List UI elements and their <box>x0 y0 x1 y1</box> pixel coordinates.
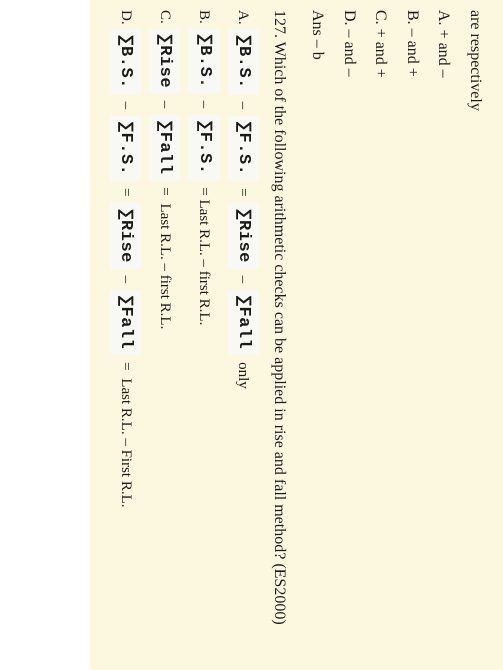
minus-sep: – <box>114 276 138 284</box>
equals-sep: = <box>231 188 255 196</box>
option-c-tail: Last R.L. – first R.L. <box>153 204 177 330</box>
option-c-label: C. <box>153 10 177 24</box>
previous-question-fragment: are respectively <box>462 10 488 650</box>
option-d-tail: Last R.L. – First R.L. <box>114 378 138 507</box>
equals-sep: = <box>114 188 138 196</box>
prev-option-d: D. – and – <box>336 10 362 650</box>
formula-sum-bs: ∑B.S. <box>188 29 219 95</box>
option-b: B. ∑B.S. – ∑F.S. = Last R.L. – first R.L… <box>188 10 219 650</box>
equals-sep: = <box>114 362 138 370</box>
minus-sep: – <box>192 101 216 109</box>
prev-option-a: A. + and – <box>431 10 457 650</box>
formula-sum-fs: ∑F.S. <box>110 116 141 182</box>
minus-sep: – <box>114 102 138 110</box>
formula-sum-rise: ∑Rise <box>228 203 259 269</box>
option-b-label: B. <box>192 10 216 24</box>
formula-sum-fall: ∑Fall <box>228 290 259 356</box>
prev-option-c: C. + and + <box>368 10 394 650</box>
formula-sum-fall: ∑Fall <box>110 290 141 356</box>
formula-sum-fall: ∑Fall <box>149 115 180 181</box>
option-d: D. ∑B.S. – ∑F.S. = ∑Rise – ∑Fall = Last … <box>110 10 141 650</box>
question-text: Which of the following arithmetic checks… <box>271 42 288 625</box>
equals-sep: = <box>153 187 177 195</box>
minus-sep: – <box>231 102 255 110</box>
option-a-tail: only <box>231 362 255 389</box>
option-a-label: A. <box>231 10 255 25</box>
minus-sep: – <box>153 101 177 109</box>
previous-answer: Ans – b <box>304 10 330 650</box>
formula-sum-rise: ∑Rise <box>110 203 141 269</box>
question-127: 127. Which of the following arithmetic c… <box>267 10 293 650</box>
minus-sep: – <box>231 276 255 284</box>
option-d-label: D. <box>114 10 138 25</box>
formula-sum-fs: ∑F.S. <box>228 116 259 182</box>
option-c: C. ∑Rise – ∑Fall = Last R.L. – first R.L… <box>149 10 180 650</box>
formula-sum-bs: ∑B.S. <box>228 29 259 95</box>
formula-sum-fs: ∑F.S. <box>188 115 219 181</box>
option-b-tail: = Last R.L. – first R.L. <box>192 187 216 325</box>
prev-option-b: B. – and + <box>399 10 425 650</box>
question-number: 127. <box>271 10 288 38</box>
formula-sum-rise: ∑Rise <box>149 29 180 95</box>
option-a: A. ∑B.S. – ∑F.S. = ∑Rise – ∑Fall only <box>228 10 259 650</box>
formula-sum-bs: ∑B.S. <box>110 29 141 95</box>
